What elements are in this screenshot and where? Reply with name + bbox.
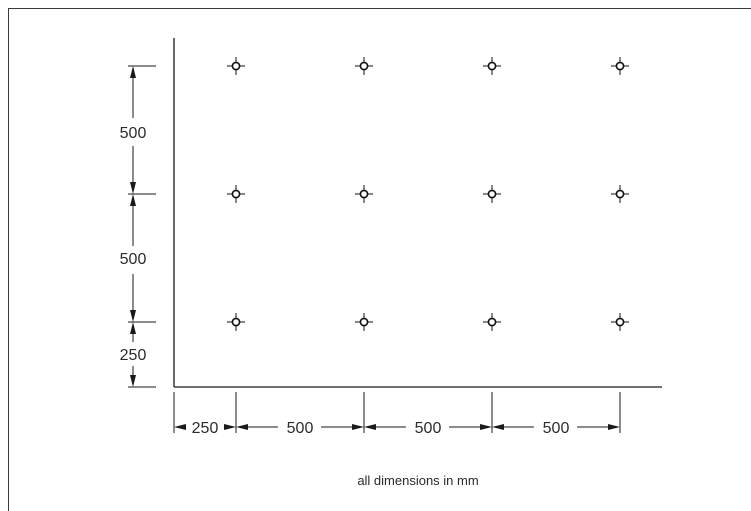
fixing-point-marker <box>611 57 629 75</box>
dimension-label-vertical-2: 500 <box>120 251 147 268</box>
dimension-label-horizontal-4: 500 <box>543 420 570 437</box>
fixing-point-marker <box>483 313 501 331</box>
fixing-point-marker <box>611 313 629 331</box>
dimension-label-vertical-3: 250 <box>120 347 147 364</box>
dimension-label-vertical-1: 500 <box>120 125 147 142</box>
fixing-point-marker <box>355 185 373 203</box>
fixing-point-marker <box>483 57 501 75</box>
arrowhead <box>130 310 136 322</box>
vertical-dimension-chain: 500 500 250 <box>120 65 156 388</box>
horizontal-dimension-chain: 250 500 500 500 <box>173 392 621 437</box>
arrowhead <box>224 424 236 430</box>
fixing-point-marker <box>611 185 629 203</box>
arrowhead <box>480 424 492 430</box>
fixing-point-marker <box>227 313 245 331</box>
units-note: all dimensions in mm <box>357 473 478 488</box>
fixing-point-marker <box>355 313 373 331</box>
fixing-point-marker <box>355 57 373 75</box>
fixing-point-grid <box>227 57 629 331</box>
arrowhead <box>130 194 136 206</box>
arrowhead <box>236 424 248 430</box>
arrowhead <box>174 424 186 430</box>
dimension-label-horizontal-2: 500 <box>287 420 314 437</box>
dimension-label-horizontal-3: 500 <box>415 420 442 437</box>
fixing-point-marker <box>227 57 245 75</box>
arrowhead <box>130 375 136 387</box>
dimension-label-horizontal-1: 250 <box>192 420 219 437</box>
arrowhead <box>130 182 136 194</box>
arrowhead <box>608 424 620 430</box>
arrowhead <box>352 424 364 430</box>
arrowhead <box>492 424 504 430</box>
arrowhead <box>364 424 376 430</box>
fixing-point-marker <box>227 185 245 203</box>
arrowhead <box>130 322 136 334</box>
fixing-point-marker <box>483 185 501 203</box>
arrowhead <box>130 66 136 78</box>
